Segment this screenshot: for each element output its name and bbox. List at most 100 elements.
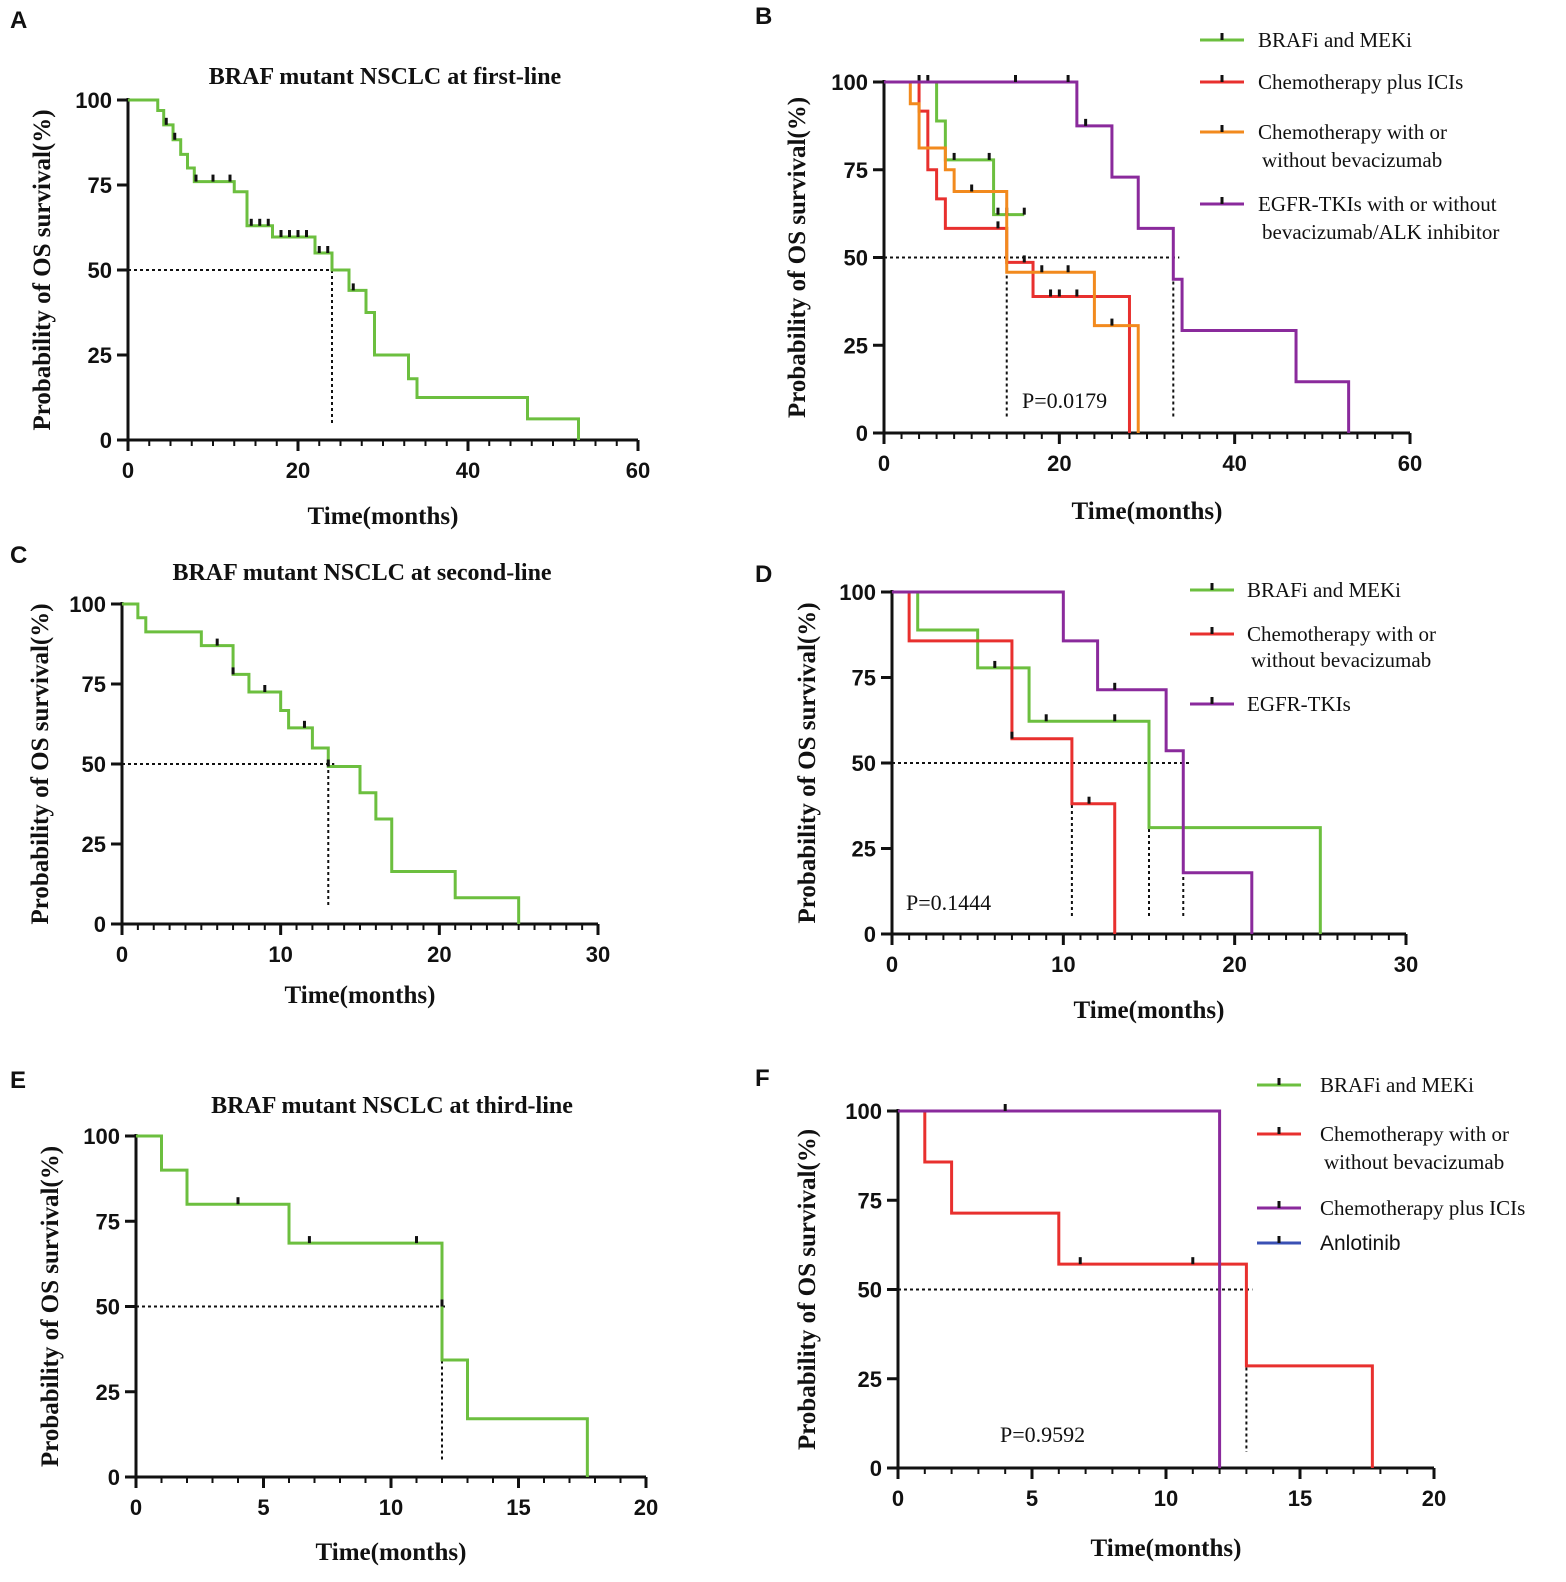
y-tick-label: 75 [858, 1188, 882, 1213]
y-tick-label: 0 [100, 428, 112, 453]
x-tick-label: 5 [1026, 1486, 1038, 1511]
y-tick-label: 0 [856, 421, 868, 446]
p-value: P=0.9592 [1000, 1422, 1085, 1447]
panel-b: B 0 20 40 60 0 25 50 75 100 Probability of OS surv… [755, 3, 1499, 525]
y-tick-label: 100 [831, 70, 868, 95]
legend-label: Chemotherapy plus ICIs [1258, 70, 1463, 94]
y-tick-label: 50 [96, 1295, 120, 1320]
survival-curve [892, 590, 1117, 934]
x-tick-label: 20 [1422, 1486, 1446, 1511]
x-tick-label: 20 [634, 1495, 658, 1520]
x-tick-label: 60 [1398, 451, 1422, 476]
legend: BRAFi and MEKi Chemotherapy with or withou… [1257, 1073, 1525, 1255]
survival-curve [884, 80, 1025, 217]
y-tick-label: 50 [844, 246, 868, 271]
legend-label: BRAFi and MEKi [1258, 28, 1412, 52]
y-tick-label: 75 [852, 666, 876, 691]
legend-label: BRAFi and MEKi [1247, 578, 1401, 602]
y-tick-label: 100 [839, 580, 876, 605]
panel-e: E BRAF mutant NSCLC at third-line 0 5 10 15 20… [10, 1067, 658, 1566]
y-tick-label: 75 [844, 158, 868, 183]
y-tick-label: 100 [845, 1099, 882, 1124]
panel-letter: F [755, 1065, 770, 1092]
chart-title: BRAF mutant NSCLC at second-line [172, 560, 551, 586]
y-tick-label: 50 [852, 751, 876, 776]
y-tick-label: 25 [88, 343, 112, 368]
x-tick-label: 15 [506, 1495, 530, 1520]
x-tick-label: 0 [130, 1495, 142, 1520]
y-tick-label: 50 [82, 752, 106, 777]
x-tick-label: 0 [892, 1486, 904, 1511]
x-tick-label: 10 [268, 942, 292, 967]
y-axis-label: Probability of OS survival(%) [27, 603, 54, 924]
legend-label: Chemotherapy with or [1247, 622, 1436, 646]
survival-curve [884, 80, 1131, 433]
panel-a: A BRAF mutant NSCLC at first-line 0 20 40 60 0… [10, 7, 650, 530]
x-axis-label: Time(months) [308, 503, 459, 530]
y-tick-label: 25 [82, 832, 106, 857]
p-value: P=0.0179 [1022, 388, 1107, 413]
x-tick-label: 20 [427, 942, 451, 967]
y-tick-label: 100 [83, 1124, 120, 1149]
y-tick-label: 25 [844, 333, 868, 358]
legend-label: Anlotinib [1320, 1232, 1401, 1255]
panel-letter: D [755, 561, 772, 588]
survival-curve [136, 1134, 589, 1477]
survival-curve [128, 98, 580, 440]
y-tick-label: 25 [852, 837, 876, 862]
survival-curve [122, 602, 521, 924]
x-tick-label: 20 [1222, 952, 1246, 977]
y-axis-label: Probability of OS survival(%) [784, 97, 811, 418]
y-tick-label: 100 [75, 88, 112, 113]
chart-title: BRAF mutant NSCLC at third-line [211, 1093, 573, 1119]
y-tick-label: 25 [96, 1380, 120, 1405]
y-axis-label: Probability of OS survival(%) [794, 1129, 821, 1450]
legend-label: bevacizumab/ALK inhibitor [1262, 220, 1499, 244]
y-tick-label: 0 [864, 922, 876, 947]
x-tick-label: 10 [1154, 1486, 1178, 1511]
legend-label: BRAFi and MEKi [1320, 1073, 1474, 1097]
legend-label: Chemotherapy plus ICIs [1320, 1196, 1525, 1220]
y-tick-label: 100 [69, 592, 106, 617]
y-tick-label: 75 [96, 1209, 120, 1234]
x-tick-label: 40 [1222, 451, 1246, 476]
legend: BRAFi and MEKi Chemotherapy plus ICIs Chem… [1200, 28, 1499, 244]
x-tick-label: 30 [586, 942, 610, 967]
y-tick-label: 25 [858, 1367, 882, 1392]
legend-label: Chemotherapy with or [1258, 120, 1447, 144]
x-tick-label: 10 [1051, 952, 1075, 977]
panel-letter: A [10, 7, 27, 34]
x-tick-label: 60 [626, 458, 650, 483]
legend-label: without bevacizumab [1262, 148, 1442, 172]
y-tick-label: 50 [858, 1278, 882, 1303]
legend-label: EGFR-TKIs [1247, 692, 1351, 716]
survival-curve [892, 590, 1254, 934]
panel-d: D 0 10 20 30 0 25 50 75 100 Probability of OS surv… [755, 561, 1436, 1024]
x-tick-label: 40 [456, 458, 480, 483]
x-axis-label: Time(months) [316, 1539, 467, 1566]
x-tick-label: 10 [379, 1495, 403, 1520]
x-axis-label: Time(months) [1074, 997, 1225, 1024]
x-axis-label: Time(months) [285, 982, 436, 1009]
x-tick-label: 5 [257, 1495, 269, 1520]
x-tick-label: 30 [1394, 952, 1418, 977]
y-axis-label: Probability of OS survival(%) [29, 109, 56, 430]
y-tick-label: 0 [108, 1465, 120, 1490]
x-tick-label: 15 [1288, 1486, 1312, 1511]
legend-label: without bevacizumab [1324, 1150, 1504, 1174]
panel-letter: C [10, 542, 27, 569]
panel-letter: E [10, 1067, 26, 1094]
survival-curve [884, 80, 1140, 433]
x-tick-label: 0 [116, 942, 128, 967]
p-value: P=0.1444 [906, 890, 991, 915]
x-tick-label: 0 [878, 451, 890, 476]
legend-label: Chemotherapy with or [1320, 1122, 1509, 1146]
legend-label: EGFR-TKIs with or without [1258, 192, 1497, 216]
panel-f: F 0 5 10 15 20 0 25 50 75 100 Probability of OS sur… [755, 1065, 1525, 1562]
survival-curve [892, 590, 1322, 934]
y-tick-label: 75 [88, 173, 112, 198]
y-tick-label: 50 [88, 258, 112, 283]
x-tick-label: 20 [1047, 451, 1071, 476]
